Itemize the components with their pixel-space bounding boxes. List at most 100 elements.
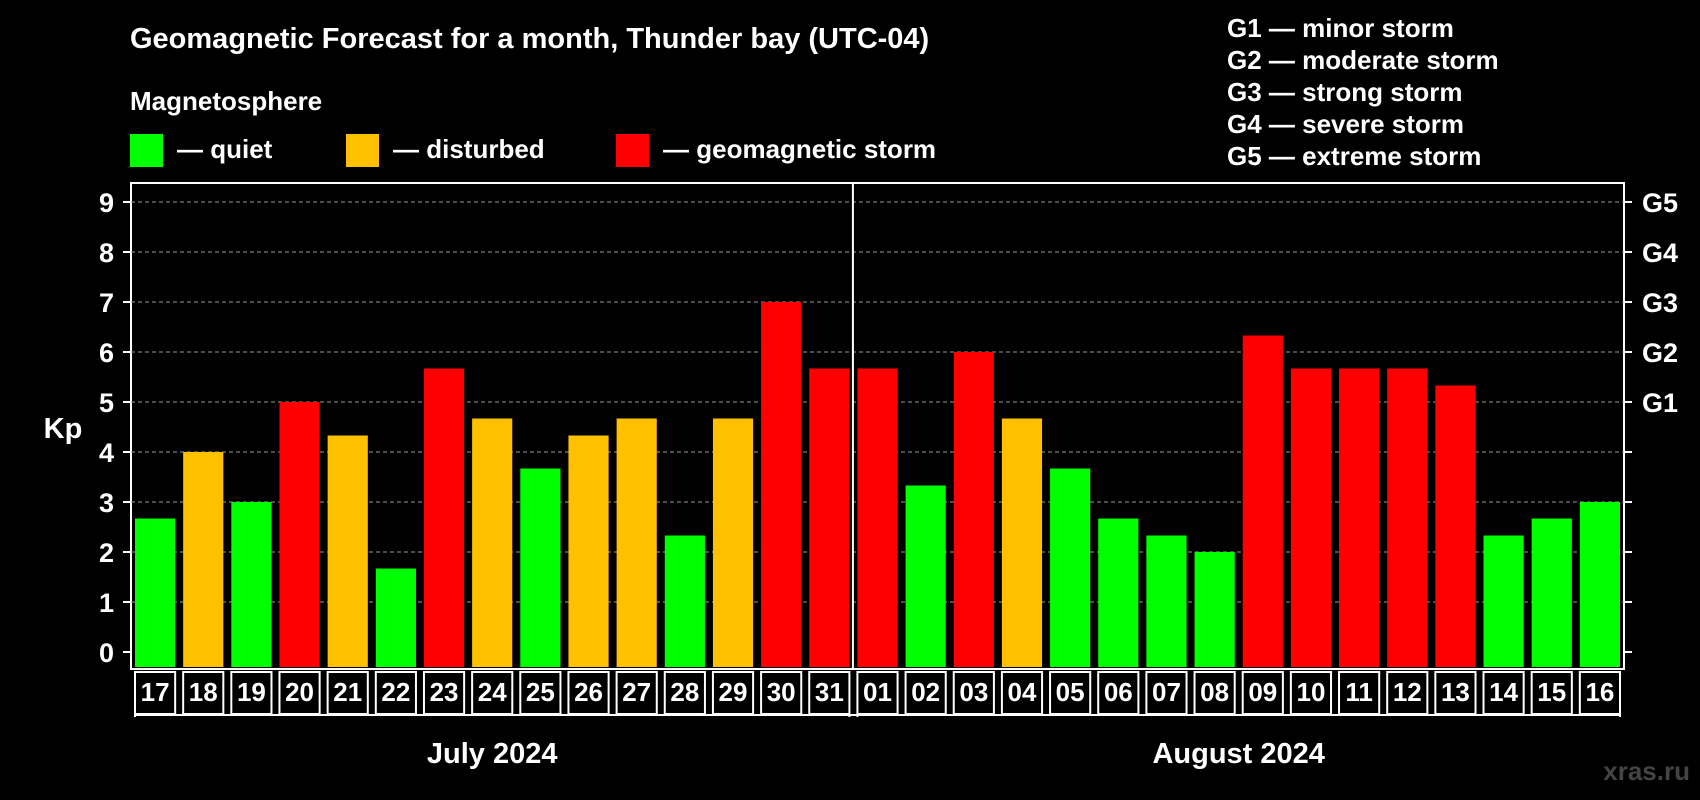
day-label-box	[374, 671, 417, 715]
legend-heading: Magnetosphere	[130, 86, 322, 116]
day-label-box	[1434, 671, 1477, 715]
kp-bar-04	[1001, 418, 1043, 667]
kp-bar-09	[1242, 335, 1283, 667]
day-label-box	[1578, 671, 1622, 715]
kp-bar-13	[1435, 385, 1476, 667]
kp-bar-28	[664, 535, 705, 667]
y-tick-label: 1	[99, 588, 114, 618]
legend-swatch-disturbed	[346, 134, 379, 167]
day-label-box	[567, 671, 610, 715]
x-tick-label: 24	[478, 677, 507, 707]
kp-bar-30	[761, 302, 802, 667]
y-tick-label: 2	[99, 538, 114, 568]
kp-bar-22	[375, 568, 416, 667]
right-tick-label-g2: G2	[1642, 338, 1678, 368]
kp-bar-26	[568, 435, 609, 667]
day-label-box	[278, 671, 321, 715]
kp-bar-20	[279, 402, 320, 667]
kp-bar-06	[1098, 518, 1139, 667]
x-tick-label: 05	[1056, 677, 1085, 707]
plot-frame	[130, 182, 1625, 670]
day-label-box	[615, 671, 658, 715]
x-tick-label: 27	[622, 677, 651, 707]
x-tick-label: 13	[1441, 677, 1470, 707]
day-label-box	[760, 671, 803, 715]
right-tick-label-g1: G1	[1642, 388, 1678, 418]
kp-bar-31	[809, 368, 850, 667]
day-label-box	[1097, 671, 1140, 715]
legend-swatch-quiet	[130, 134, 163, 167]
day-label-box	[1482, 671, 1525, 715]
legend-label-quiet: — quiet	[177, 134, 273, 164]
kp-bar-23	[423, 368, 465, 667]
watermark: xras.ru	[1603, 756, 1690, 786]
kp-bar-14	[1483, 535, 1524, 667]
kp-bar-01	[857, 368, 898, 667]
x-tick-label: 20	[285, 677, 314, 707]
chart-title: Geomagnetic Forecast for a month, Thunde…	[130, 23, 929, 55]
x-tick-label: 31	[815, 677, 844, 707]
kp-bar-02	[905, 485, 946, 667]
x-tick-label: 23	[430, 677, 459, 707]
day-label-box	[1145, 671, 1188, 715]
x-tick-label: 01	[863, 677, 892, 707]
x-tick-label: 30	[767, 677, 796, 707]
x-tick-label: 04	[1008, 677, 1037, 707]
day-label-box	[1530, 671, 1573, 715]
x-tick-label: 22	[381, 677, 410, 707]
y-axis-label: Kp	[44, 413, 83, 445]
storm-scale-item: G3 — strong storm	[1227, 77, 1462, 107]
x-tick-label: 25	[526, 677, 555, 707]
kp-bar-05	[1050, 468, 1091, 667]
right-tick-label-g3: G3	[1642, 288, 1678, 318]
kp-bar-27	[616, 418, 657, 667]
kp-bar-17	[135, 518, 176, 667]
kp-bar-08	[1194, 552, 1235, 667]
x-tick-label: 06	[1104, 677, 1133, 707]
y-tick-label: 7	[99, 288, 114, 318]
x-tick-label: 28	[670, 677, 699, 707]
y-tick-label: 8	[99, 238, 114, 268]
x-tick-label: 14	[1489, 677, 1518, 707]
day-label-box	[856, 671, 899, 715]
kp-bar-24	[472, 418, 513, 667]
x-tick-label: 16	[1585, 677, 1614, 707]
x-tick-label: 12	[1393, 677, 1422, 707]
day-label-box	[182, 671, 225, 715]
y-tick-label: 3	[99, 488, 114, 518]
day-label-box	[904, 671, 947, 715]
y-tick-label: 5	[99, 388, 114, 418]
kp-bar-16	[1579, 502, 1620, 667]
x-tick-label: 15	[1537, 677, 1566, 707]
storm-scale-item: G1 — minor storm	[1227, 13, 1454, 43]
day-label-box	[1289, 671, 1333, 715]
kp-bar-12	[1387, 368, 1428, 667]
y-tick-label: 4	[99, 438, 114, 468]
legend-label-disturbed: — disturbed	[393, 134, 545, 164]
day-label-box	[711, 671, 755, 715]
x-tick-label: 19	[237, 677, 266, 707]
month-label: August 2024	[1152, 738, 1324, 770]
x-tick-label: 18	[189, 677, 218, 707]
x-tick-label: 10	[1296, 677, 1325, 707]
x-tick-label: 17	[141, 677, 170, 707]
x-tick-label: 29	[719, 677, 748, 707]
y-tick-label: 9	[99, 188, 114, 218]
right-tick-label-g5: G5	[1642, 188, 1678, 218]
x-tick-label: 07	[1152, 677, 1181, 707]
y-tick-label: 6	[99, 338, 114, 368]
kp-bar-29	[712, 418, 754, 667]
day-label-box	[1193, 671, 1236, 715]
y-tick-label: 0	[99, 638, 114, 668]
month-label: July 2024	[427, 738, 558, 770]
kp-bar-18	[183, 452, 224, 667]
legend: — quiet — disturbed — geomagnetic storm	[130, 134, 936, 167]
kp-bar-10	[1290, 368, 1332, 667]
x-tick-label: 21	[333, 677, 362, 707]
right-tick-label-g4: G4	[1642, 238, 1678, 268]
x-tick-label: 26	[574, 677, 603, 707]
x-tick-label: 02	[911, 677, 940, 707]
storm-scale-item: G5 — extreme storm	[1227, 141, 1481, 171]
